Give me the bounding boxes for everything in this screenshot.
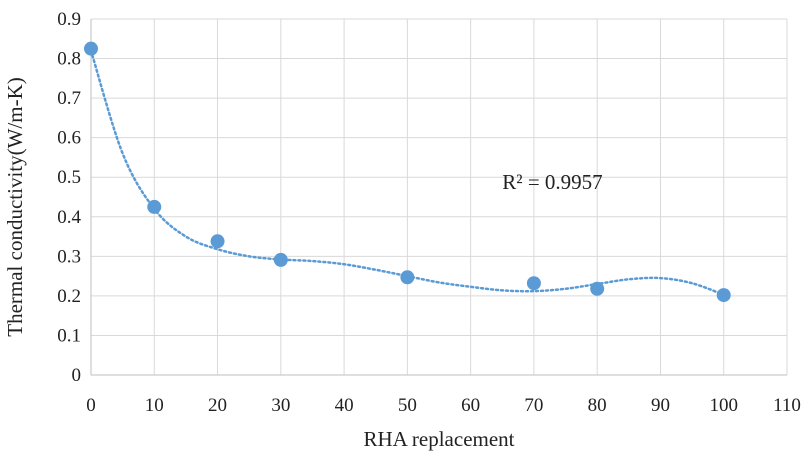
data-points xyxy=(84,41,731,303)
y-tick-label: 0.5 xyxy=(57,167,81,188)
data-point xyxy=(590,281,605,296)
data-point xyxy=(526,276,541,291)
y-tick-label: 0.6 xyxy=(57,128,81,149)
data-point xyxy=(210,234,225,249)
y-axis-title: Thermal conductivity(W/m-K) xyxy=(3,77,27,337)
x-axis-title: RHA replacement xyxy=(363,427,514,451)
x-tick-label: 80 xyxy=(588,395,607,416)
x-tick-label: 110 xyxy=(773,395,801,416)
x-tick-label: 100 xyxy=(709,395,738,416)
x-tick-label: 70 xyxy=(524,395,543,416)
x-tick-label: 20 xyxy=(208,395,227,416)
y-tick-label: 0.8 xyxy=(57,49,81,70)
x-tick-label: 30 xyxy=(271,395,290,416)
y-tick-label: 0.9 xyxy=(57,9,81,30)
data-point xyxy=(84,41,98,56)
data-point xyxy=(716,288,731,303)
y-tick-label: 0 xyxy=(72,365,82,386)
x-tick-label: 40 xyxy=(335,395,354,416)
grid xyxy=(91,18,788,375)
y-tick-label: 0.4 xyxy=(57,207,81,228)
data-point xyxy=(147,199,162,214)
x-tick-label: 90 xyxy=(651,395,670,416)
r-squared-annotation: R² = 0.9957 xyxy=(502,170,602,194)
x-tick-label: 60 xyxy=(461,395,480,416)
tick-labels: 0 10 20 30 40 50 60 70 80 90 100 110 0 0.1 0.2 0.3 0.4 0.… xyxy=(57,9,801,416)
x-tick-label: 50 xyxy=(398,395,417,416)
data-point xyxy=(273,252,288,267)
y-tick-label: 0.7 xyxy=(57,88,81,109)
y-tick-label: 0.2 xyxy=(57,286,81,307)
y-tick-label: 0.1 xyxy=(57,325,81,346)
y-tick-label: 0.3 xyxy=(57,246,81,267)
axes xyxy=(90,19,787,376)
data-point xyxy=(400,270,415,285)
x-tick-label: 0 xyxy=(86,395,96,416)
x-tick-label: 10 xyxy=(145,395,164,416)
